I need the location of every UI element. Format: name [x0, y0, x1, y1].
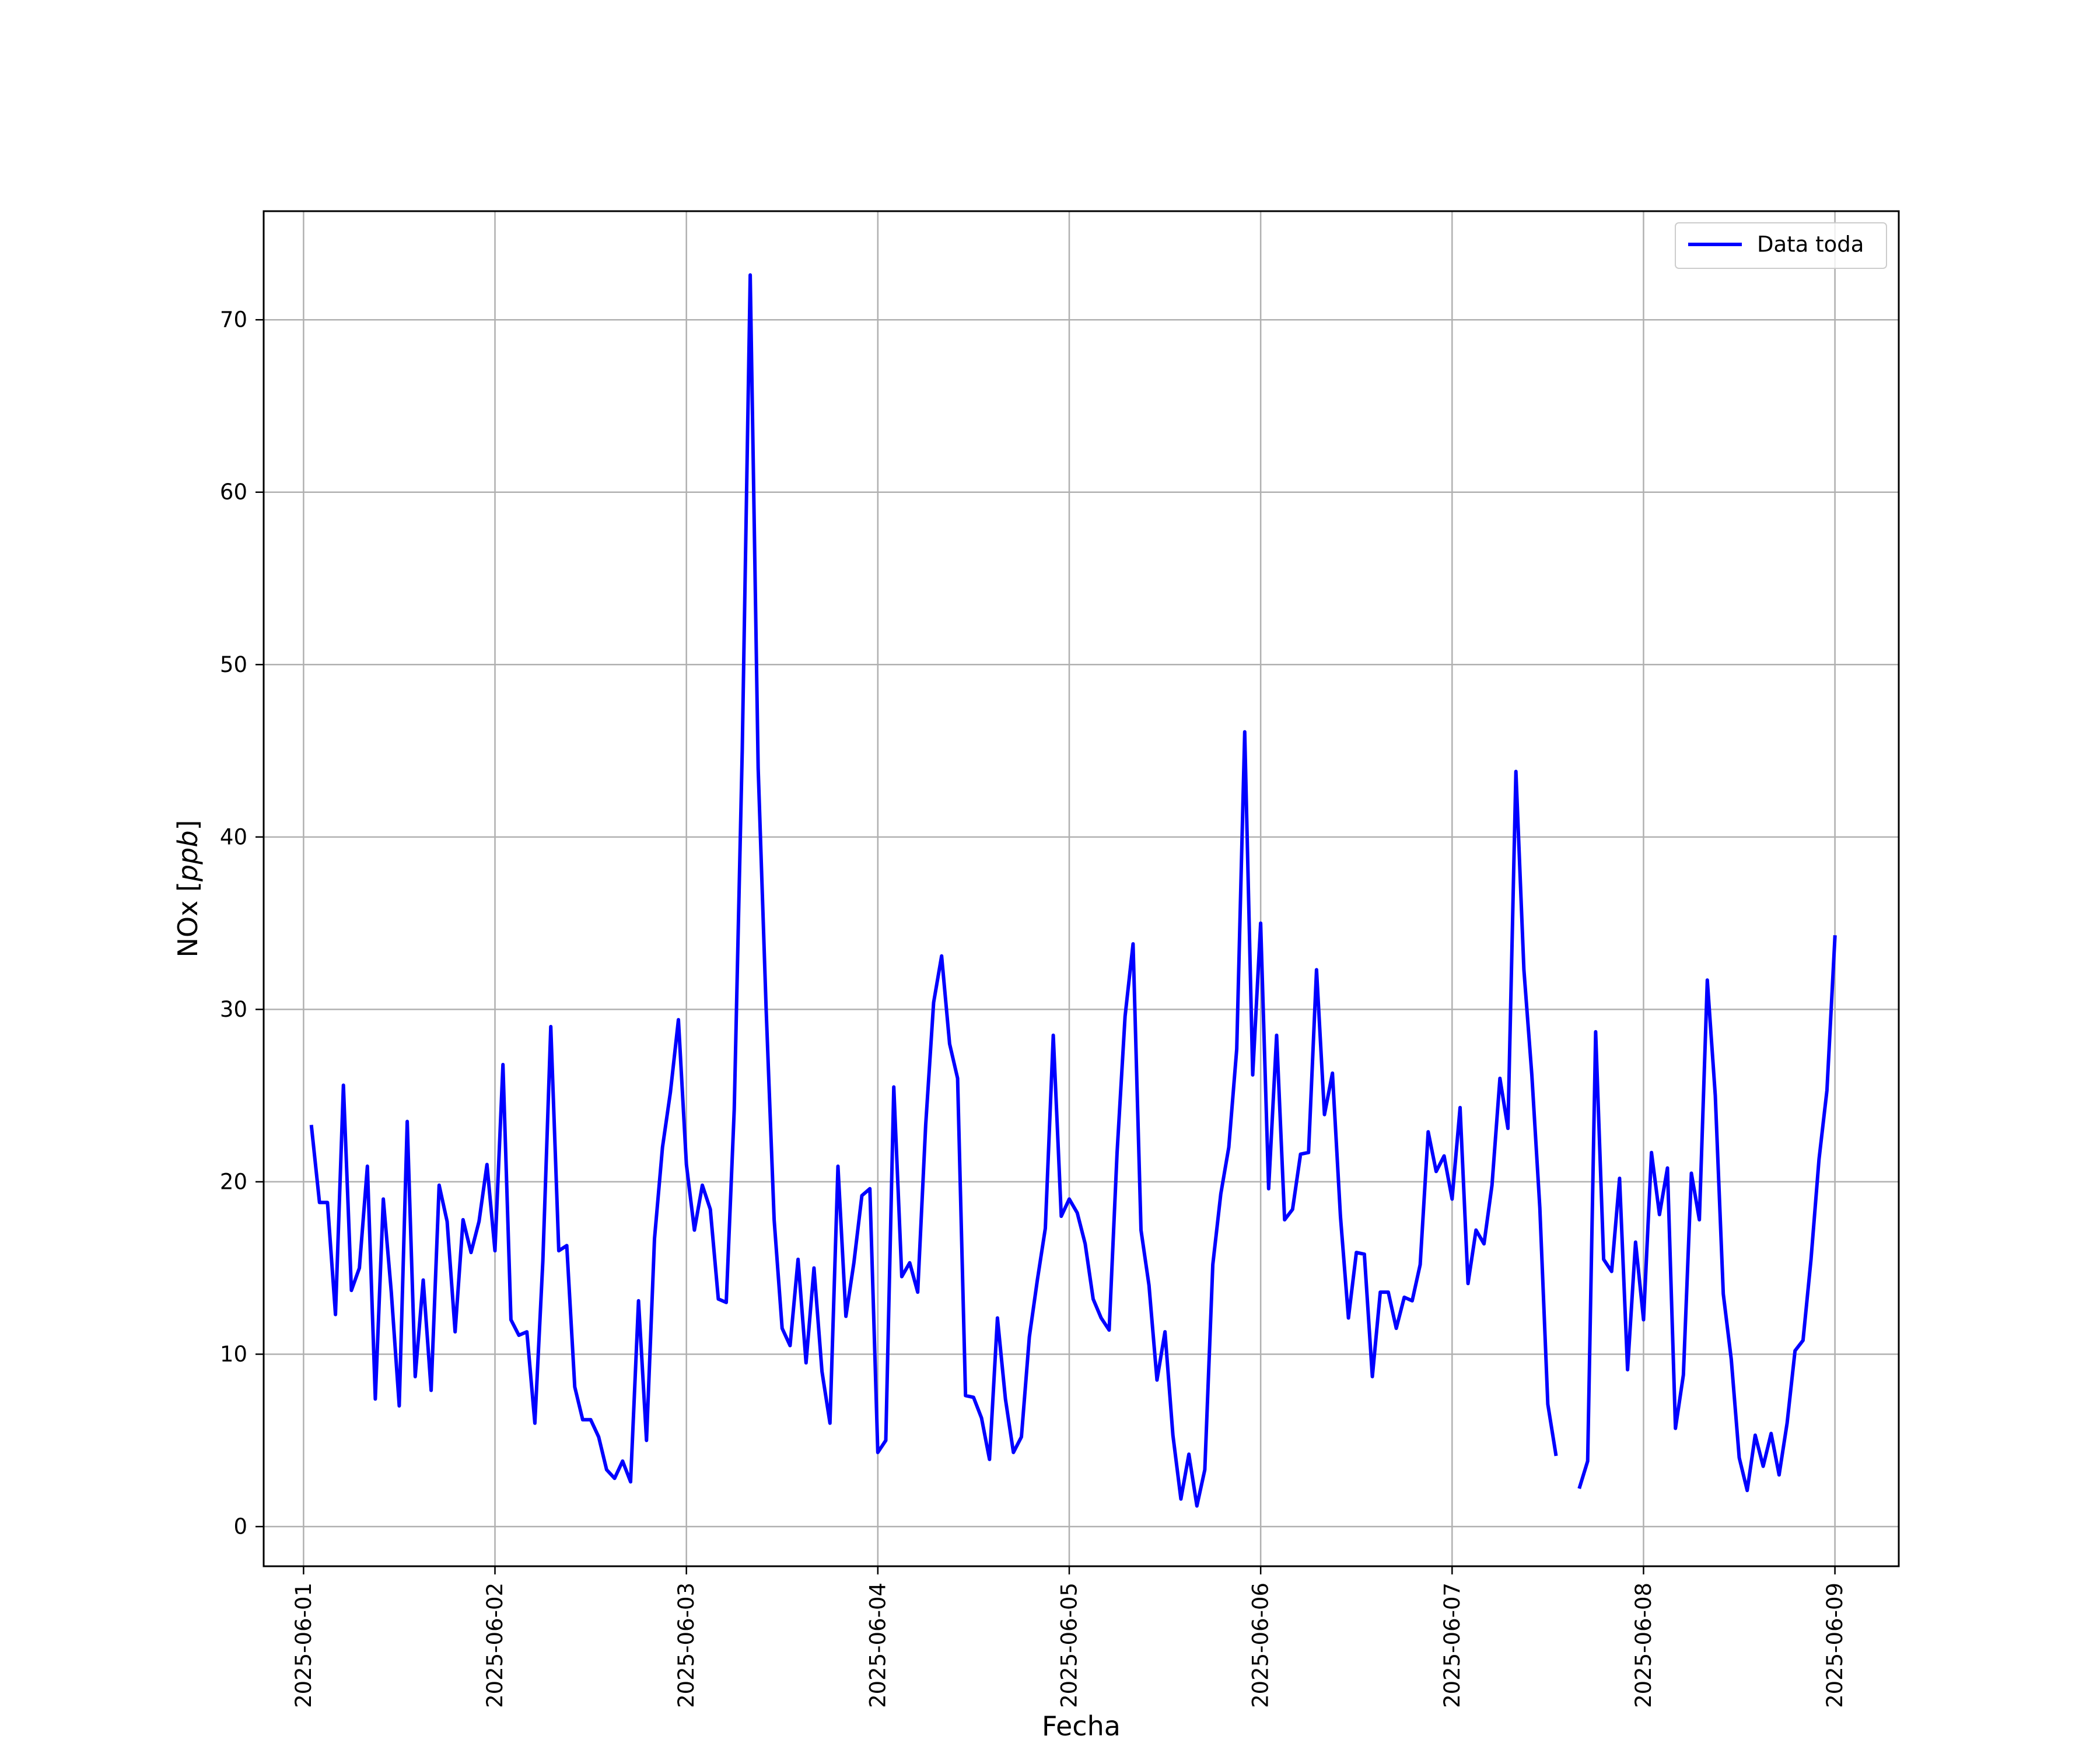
- series-line-segment: [309, 273, 1558, 1508]
- y-tick-label: 40: [220, 824, 247, 849]
- axis-ticks: 2025-06-01 2025-06-02 2025-06-03 2025-06-04…: [220, 307, 1847, 1708]
- x-tick-label: 2025-06-08: [1631, 1583, 1656, 1708]
- y-tick-label: 30: [220, 997, 247, 1022]
- y-tick-label: 0: [233, 1514, 247, 1539]
- x-axis-title: Fecha: [1042, 1710, 1121, 1742]
- y-axis-title: NOx [ppb]: [172, 820, 204, 958]
- y-tick-label: 50: [220, 652, 247, 677]
- series-line-segment: [1577, 935, 1837, 1492]
- legend-label-data-toda: Data toda: [1757, 232, 1864, 257]
- y-axis-title-text: NOx [: [172, 881, 204, 957]
- x-tick-label: 2025-06-05: [1056, 1583, 1082, 1708]
- x-tick-label: 2025-06-09: [1822, 1583, 1847, 1708]
- legend: Data toda: [1675, 222, 1887, 269]
- legend-box: [1675, 222, 1887, 269]
- y-axis-title-unit: ppb: [172, 830, 204, 882]
- y-tick-label: 10: [220, 1342, 247, 1367]
- x-tick-label: 2025-06-01: [291, 1583, 316, 1708]
- x-tick-label: 2025-06-06: [1248, 1583, 1273, 1708]
- y-tick-label: 70: [220, 307, 247, 332]
- x-tick-label: 2025-06-02: [482, 1583, 508, 1708]
- x-tick-label: 2025-06-04: [865, 1583, 890, 1708]
- y-tick-label: 60: [220, 480, 247, 505]
- x-tick-label: 2025-06-03: [674, 1583, 699, 1708]
- x-tick-label: 2025-06-07: [1440, 1583, 1465, 1708]
- y-tick-label: 20: [220, 1169, 247, 1194]
- y-axis-title-close: ]: [172, 820, 204, 831]
- plot-area-frame: [262, 210, 1900, 1567]
- series-lines: [309, 273, 1837, 1508]
